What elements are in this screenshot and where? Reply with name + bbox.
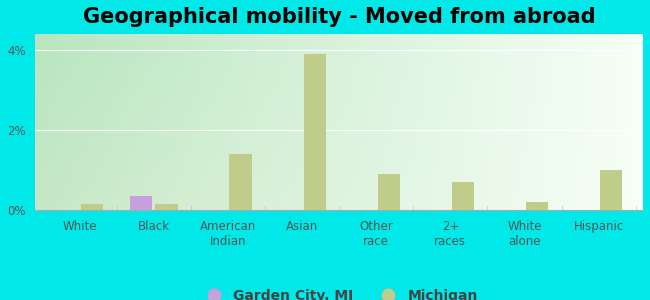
Bar [304,54,326,210]
Bar [452,182,474,210]
Bar [229,154,252,210]
Bar [81,204,103,210]
Legend: Garden City, MI, Michigan: Garden City, MI, Michigan [194,284,484,300]
Bar [130,196,152,210]
Bar [155,204,177,210]
Bar [600,170,622,210]
Title: Geographical mobility - Moved from abroad: Geographical mobility - Moved from abroa… [83,7,595,27]
Bar [378,174,400,210]
Bar [526,202,548,210]
